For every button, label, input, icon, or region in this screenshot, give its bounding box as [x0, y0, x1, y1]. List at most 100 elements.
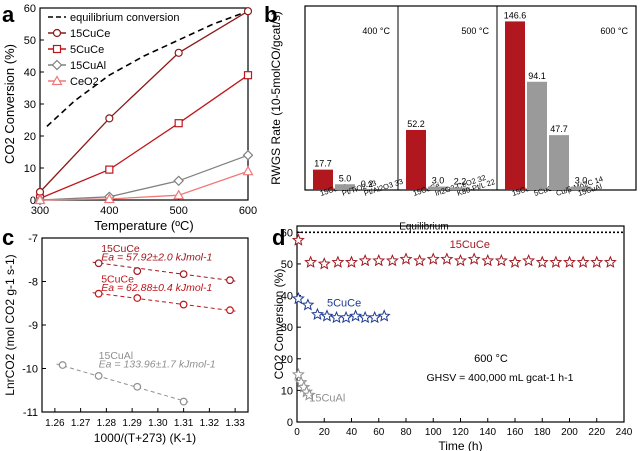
d-point-15CuAl — [291, 367, 305, 381]
d-point-5CuCe — [377, 309, 391, 322]
b-bar-value-label: 47.7 — [550, 124, 568, 134]
d-ghsv-annotation: GHSV = 400,000 mL gcat-1 h-1 — [426, 372, 573, 384]
c-y-tick-label: -11 — [23, 407, 38, 419]
d-point-15CuCe — [304, 255, 318, 268]
panel-letter-b: b — [264, 2, 277, 27]
panel-a-conversion-vs-temperature: 0 10 20 30 40 50 60 300 400 500 600 Temperature (ºC… — [2, 3, 257, 233]
c-y-tick-label: -8 — [28, 277, 38, 289]
d-point-15CuAl — [302, 388, 316, 401]
c-point-15CuCe — [179, 270, 188, 279]
d-x-tick-label: 140 — [479, 427, 496, 438]
a-legend-marker — [51, 59, 63, 71]
c-y-tick-label: -9 — [28, 320, 38, 332]
a-series-line-15CuCe — [39, 10, 249, 193]
c-point-15CuAl — [94, 371, 103, 380]
c-fit-line-15CuCe — [92, 261, 237, 282]
a-point-CeO2 — [242, 165, 254, 176]
b-bar-value-label: 17.7 — [314, 159, 332, 169]
d-point-15CuCe — [385, 253, 399, 267]
d-point-15CuCe — [603, 255, 617, 268]
d-point-15CuCe — [494, 253, 508, 267]
d-point-15CuCe — [508, 255, 522, 268]
a-y-tick-label: 0 — [30, 195, 36, 207]
a-legend-label-equilibrium conversion: equilibrium conversion — [70, 12, 179, 24]
b-bar-Pt/TiO2 33 — [335, 184, 355, 190]
d-x-tick-label: 0 — [294, 427, 300, 438]
d-point-15CuCe — [291, 233, 305, 246]
b-bar-15CuCe — [505, 21, 525, 190]
a-x-tick-label: 300 — [31, 205, 49, 217]
d-x-tick-label: 220 — [588, 427, 605, 438]
b-bar-value-label: 2.2 — [454, 176, 467, 186]
panel-letter-c: c — [2, 225, 14, 250]
d-y-tick-label: 30 — [281, 322, 293, 334]
a-y-tick-label: 30 — [24, 99, 36, 111]
c-x-tick-label: 1.30 — [148, 418, 168, 429]
c-activation-energy-15CuAl: Ea = 133.96±1.7 kJmol-1 — [99, 359, 216, 371]
d-point-5CuCe — [301, 298, 315, 311]
c-x-tick-label: 1.32 — [200, 418, 220, 429]
c-point-5CuCe — [179, 300, 188, 309]
b-bar-15CuAl — [571, 186, 591, 190]
c-activation-energy-15CuCe: Ea = 57.92±2.0 kJmol-1 — [101, 252, 212, 264]
a-point-15CuCe — [174, 48, 183, 57]
d-x-tick-label: 160 — [507, 427, 524, 438]
c-x-tick-label: 1.26 — [45, 418, 65, 429]
c-series-label-15CuAl: 15CuAl — [99, 350, 133, 362]
d-point-15CuCe — [467, 252, 481, 265]
d-series-label-15CuCe: 15CuCe — [450, 239, 490, 251]
d-y-tick-label: 20 — [281, 354, 293, 366]
b-bar-In2O3-CeO2 32 — [428, 186, 448, 190]
d-equilibrium-label: Equilibrium — [399, 221, 448, 232]
d-x-tick-label: 60 — [373, 427, 385, 438]
d-x-tick-label: 120 — [452, 427, 469, 438]
d-series-label-5CuCe: 5CuCe — [327, 298, 361, 310]
d-x-tick-label: 40 — [346, 427, 358, 438]
d-y-tick-label: 10 — [281, 385, 293, 397]
d-point-5CuCe — [291, 291, 305, 305]
a-x-tick-label: 500 — [169, 205, 187, 217]
a-x-tick-label: 600 — [239, 205, 257, 217]
a-legend-marker — [52, 44, 62, 54]
c-point-15CuAl — [179, 397, 188, 406]
d-point-15CuCe — [481, 253, 495, 267]
b-bar-5CuCe — [527, 81, 547, 190]
d-point-15CuCe — [535, 255, 549, 268]
d-point-5CuCe — [310, 307, 324, 321]
c-x-tick-label: 1.31 — [174, 418, 194, 429]
b-bar-K80-Pt/L 22 — [450, 187, 470, 190]
d-y-tick-label: 40 — [281, 291, 293, 303]
d-point-15CuCe — [440, 252, 454, 265]
c-y-tick-label: -10 — [22, 364, 38, 376]
d-x-axis-label: Time (h) — [438, 439, 482, 451]
a-legend-marker — [51, 75, 63, 86]
d-point-5CuCe — [330, 310, 343, 324]
d-point-5CuCe — [368, 310, 382, 324]
a-point-15CuCe — [105, 114, 114, 123]
b-section-temperature-label: 500 °C — [461, 26, 489, 36]
b-bar-15CuCe — [313, 169, 333, 190]
d-point-15CuCe — [576, 255, 590, 268]
d-point-15CuCe — [426, 252, 440, 265]
a-point-15CuAl — [173, 175, 185, 187]
d-point-15CuCe — [522, 253, 536, 267]
d-point-15CuCe — [372, 253, 386, 267]
c-point-15CuAl — [58, 361, 67, 369]
d-y-tick-label: 50 — [281, 259, 293, 271]
a-y-tick-label: 50 — [24, 35, 36, 47]
d-x-tick-label: 20 — [319, 427, 331, 438]
panel-d-stability-test: 0 10 20 30 40 50 60 0 20 40 60 80 100 120 140 160 180 200… — [272, 221, 633, 451]
c-point-5CuCe — [133, 294, 142, 302]
b-bar-value-label: 3.0 — [575, 176, 588, 186]
d-point-5CuCe — [320, 309, 334, 322]
c-fit-line-5CuCe — [92, 292, 237, 312]
d-y-axis-label: CO2 Conversion (%) — [272, 269, 286, 380]
b-bar-value-label: 146.6 — [504, 10, 527, 20]
a-legend-label-15CuCe: 15CuCe — [70, 28, 110, 40]
a-point-15CuCe — [243, 7, 253, 16]
c-fit-line-15CuAl — [56, 363, 190, 404]
a-point-5CuCe — [174, 119, 183, 128]
a-point-5CuCe — [243, 71, 253, 80]
d-point-5CuCe — [349, 309, 363, 322]
